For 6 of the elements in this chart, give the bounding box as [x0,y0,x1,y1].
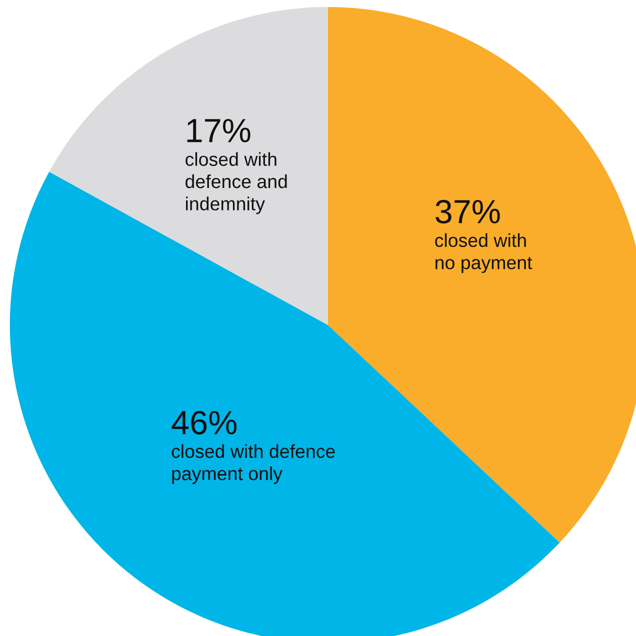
slice-label: closed with defence payment only [172,444,335,484]
data-label: 37% [436,200,500,224]
slice-label: closed with no payment [435,233,532,273]
data-label: 17% [187,118,250,142]
data-label: 46% [172,410,237,434]
slice-label: closed with defence and indemnity [186,152,287,214]
